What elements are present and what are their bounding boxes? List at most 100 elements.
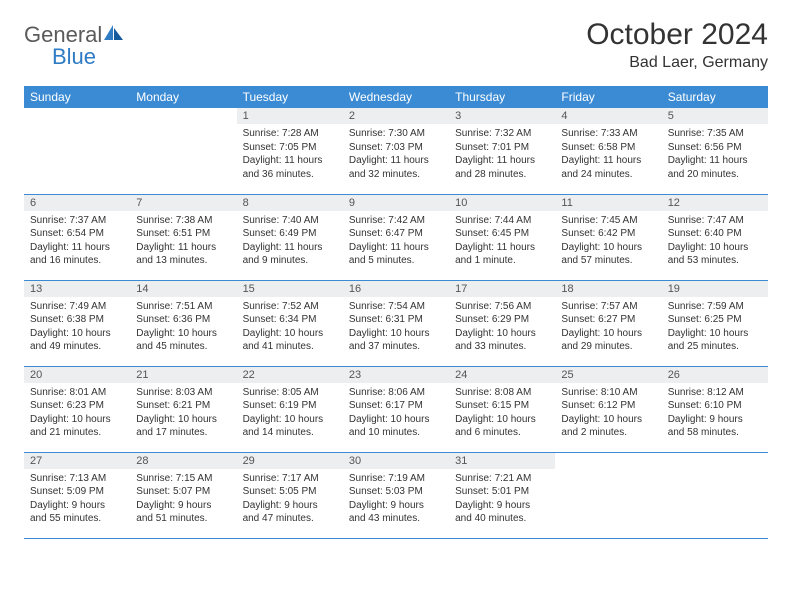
calendar-cell: 8Sunrise: 7:40 AMSunset: 6:49 PMDaylight… xyxy=(237,194,343,280)
calendar-cell: 12Sunrise: 7:47 AMSunset: 6:40 PMDayligh… xyxy=(662,194,768,280)
day-number: 4 xyxy=(555,108,661,124)
day-number: 25 xyxy=(555,367,661,383)
calendar-cell xyxy=(130,108,236,194)
weekday-header: Saturday xyxy=(662,86,768,108)
calendar-cell: 25Sunrise: 8:10 AMSunset: 6:12 PMDayligh… xyxy=(555,366,661,452)
calendar-cell: 1Sunrise: 7:28 AMSunset: 7:05 PMDaylight… xyxy=(237,108,343,194)
calendar-cell: 14Sunrise: 7:51 AMSunset: 6:36 PMDayligh… xyxy=(130,280,236,366)
day-number: 16 xyxy=(343,281,449,297)
day-details: Sunrise: 7:32 AMSunset: 7:01 PMDaylight:… xyxy=(449,124,555,184)
calendar-cell xyxy=(555,452,661,538)
calendar-cell: 28Sunrise: 7:15 AMSunset: 5:07 PMDayligh… xyxy=(130,452,236,538)
day-details: Sunrise: 7:52 AMSunset: 6:34 PMDaylight:… xyxy=(237,297,343,357)
day-number: 15 xyxy=(237,281,343,297)
location-label: Bad Laer, Germany xyxy=(586,54,768,72)
day-number: 26 xyxy=(662,367,768,383)
day-number: 8 xyxy=(237,195,343,211)
day-number: 17 xyxy=(449,281,555,297)
weekday-header: Monday xyxy=(130,86,236,108)
day-number: 20 xyxy=(24,367,130,383)
day-details: Sunrise: 7:40 AMSunset: 6:49 PMDaylight:… xyxy=(237,211,343,271)
day-number: 6 xyxy=(24,195,130,211)
day-details: Sunrise: 7:37 AMSunset: 6:54 PMDaylight:… xyxy=(24,211,130,271)
day-details: Sunrise: 7:49 AMSunset: 6:38 PMDaylight:… xyxy=(24,297,130,357)
day-number: 27 xyxy=(24,453,130,469)
calendar-cell: 9Sunrise: 7:42 AMSunset: 6:47 PMDaylight… xyxy=(343,194,449,280)
calendar-cell: 20Sunrise: 8:01 AMSunset: 6:23 PMDayligh… xyxy=(24,366,130,452)
day-number: 23 xyxy=(343,367,449,383)
calendar-cell: 7Sunrise: 7:38 AMSunset: 6:51 PMDaylight… xyxy=(130,194,236,280)
weekday-header: Sunday xyxy=(24,86,130,108)
calendar-cell: 3Sunrise: 7:32 AMSunset: 7:01 PMDaylight… xyxy=(449,108,555,194)
calendar-cell: 13Sunrise: 7:49 AMSunset: 6:38 PMDayligh… xyxy=(24,280,130,366)
day-details: Sunrise: 7:19 AMSunset: 5:03 PMDaylight:… xyxy=(343,469,449,529)
calendar-cell: 16Sunrise: 7:54 AMSunset: 6:31 PMDayligh… xyxy=(343,280,449,366)
day-number: 5 xyxy=(662,108,768,124)
day-number: 2 xyxy=(343,108,449,124)
day-details: Sunrise: 8:06 AMSunset: 6:17 PMDaylight:… xyxy=(343,383,449,443)
weekday-header: Tuesday xyxy=(237,86,343,108)
calendar-cell: 6Sunrise: 7:37 AMSunset: 6:54 PMDaylight… xyxy=(24,194,130,280)
calendar-cell: 4Sunrise: 7:33 AMSunset: 6:58 PMDaylight… xyxy=(555,108,661,194)
month-title: October 2024 xyxy=(586,18,768,52)
day-details: Sunrise: 7:45 AMSunset: 6:42 PMDaylight:… xyxy=(555,211,661,271)
day-number: 11 xyxy=(555,195,661,211)
calendar-cell: 17Sunrise: 7:56 AMSunset: 6:29 PMDayligh… xyxy=(449,280,555,366)
calendar-cell: 30Sunrise: 7:19 AMSunset: 5:03 PMDayligh… xyxy=(343,452,449,538)
day-details: Sunrise: 8:03 AMSunset: 6:21 PMDaylight:… xyxy=(130,383,236,443)
calendar-cell: 21Sunrise: 8:03 AMSunset: 6:21 PMDayligh… xyxy=(130,366,236,452)
day-number: 30 xyxy=(343,453,449,469)
day-number: 10 xyxy=(449,195,555,211)
day-details: Sunrise: 7:44 AMSunset: 6:45 PMDaylight:… xyxy=(449,211,555,271)
day-details: Sunrise: 8:05 AMSunset: 6:19 PMDaylight:… xyxy=(237,383,343,443)
day-number: 28 xyxy=(130,453,236,469)
calendar-table: SundayMondayTuesdayWednesdayThursdayFrid… xyxy=(24,86,768,539)
weekday-header: Friday xyxy=(555,86,661,108)
day-details: Sunrise: 7:59 AMSunset: 6:25 PMDaylight:… xyxy=(662,297,768,357)
calendar-cell: 24Sunrise: 8:08 AMSunset: 6:15 PMDayligh… xyxy=(449,366,555,452)
day-number: 9 xyxy=(343,195,449,211)
calendar-cell: 23Sunrise: 8:06 AMSunset: 6:17 PMDayligh… xyxy=(343,366,449,452)
day-details: Sunrise: 7:51 AMSunset: 6:36 PMDaylight:… xyxy=(130,297,236,357)
day-number: 29 xyxy=(237,453,343,469)
day-number: 22 xyxy=(237,367,343,383)
weekday-header: Wednesday xyxy=(343,86,449,108)
calendar-cell xyxy=(24,108,130,194)
day-details: Sunrise: 7:54 AMSunset: 6:31 PMDaylight:… xyxy=(343,297,449,357)
day-details: Sunrise: 7:56 AMSunset: 6:29 PMDaylight:… xyxy=(449,297,555,357)
day-details: Sunrise: 7:30 AMSunset: 7:03 PMDaylight:… xyxy=(343,124,449,184)
day-details: Sunrise: 7:17 AMSunset: 5:05 PMDaylight:… xyxy=(237,469,343,529)
day-details: Sunrise: 7:57 AMSunset: 6:27 PMDaylight:… xyxy=(555,297,661,357)
day-details: Sunrise: 7:28 AMSunset: 7:05 PMDaylight:… xyxy=(237,124,343,184)
day-details: Sunrise: 7:15 AMSunset: 5:07 PMDaylight:… xyxy=(130,469,236,529)
day-number: 3 xyxy=(449,108,555,124)
day-details: Sunrise: 7:33 AMSunset: 6:58 PMDaylight:… xyxy=(555,124,661,184)
day-number: 12 xyxy=(662,195,768,211)
day-details: Sunrise: 8:08 AMSunset: 6:15 PMDaylight:… xyxy=(449,383,555,443)
calendar-cell: 2Sunrise: 7:30 AMSunset: 7:03 PMDaylight… xyxy=(343,108,449,194)
day-details: Sunrise: 7:47 AMSunset: 6:40 PMDaylight:… xyxy=(662,211,768,271)
day-details: Sunrise: 7:38 AMSunset: 6:51 PMDaylight:… xyxy=(130,211,236,271)
calendar-cell: 10Sunrise: 7:44 AMSunset: 6:45 PMDayligh… xyxy=(449,194,555,280)
day-number: 13 xyxy=(24,281,130,297)
weekday-header: Thursday xyxy=(449,86,555,108)
day-details: Sunrise: 8:01 AMSunset: 6:23 PMDaylight:… xyxy=(24,383,130,443)
calendar-cell: 15Sunrise: 7:52 AMSunset: 6:34 PMDayligh… xyxy=(237,280,343,366)
day-details: Sunrise: 7:35 AMSunset: 6:56 PMDaylight:… xyxy=(662,124,768,184)
logo-text-blue: Blue xyxy=(52,44,96,70)
day-details: Sunrise: 7:42 AMSunset: 6:47 PMDaylight:… xyxy=(343,211,449,271)
day-number: 18 xyxy=(555,281,661,297)
day-number: 24 xyxy=(449,367,555,383)
day-number: 19 xyxy=(662,281,768,297)
calendar-cell: 11Sunrise: 7:45 AMSunset: 6:42 PMDayligh… xyxy=(555,194,661,280)
calendar-cell: 18Sunrise: 7:57 AMSunset: 6:27 PMDayligh… xyxy=(555,280,661,366)
header: General General Blue xyxy=(24,18,768,72)
calendar-cell xyxy=(662,452,768,538)
calendar-cell: 5Sunrise: 7:35 AMSunset: 6:56 PMDaylight… xyxy=(662,108,768,194)
calendar-cell: 26Sunrise: 8:12 AMSunset: 6:10 PMDayligh… xyxy=(662,366,768,452)
calendar-cell: 19Sunrise: 7:59 AMSunset: 6:25 PMDayligh… xyxy=(662,280,768,366)
day-number: 21 xyxy=(130,367,236,383)
calendar-cell: 29Sunrise: 7:17 AMSunset: 5:05 PMDayligh… xyxy=(237,452,343,538)
calendar-cell: 22Sunrise: 8:05 AMSunset: 6:19 PMDayligh… xyxy=(237,366,343,452)
day-number: 1 xyxy=(237,108,343,124)
